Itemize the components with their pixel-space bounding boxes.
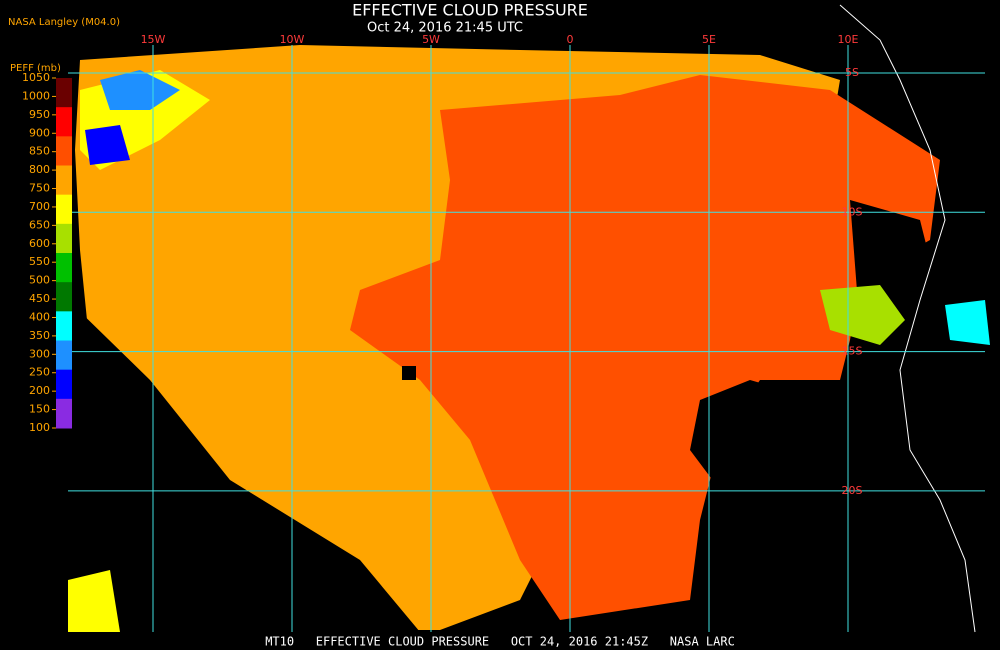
map-title: EFFECTIVE CLOUD PRESSURE <box>352 1 588 20</box>
cloud-region <box>85 125 130 165</box>
legend-tick-label: 850 <box>29 145 50 158</box>
clear-sky <box>860 330 1000 632</box>
footer: MT10 EFFECTIVE CLOUD PRESSURE OCT 24, 20… <box>265 635 735 649</box>
legend-tick-label: 500 <box>29 274 50 287</box>
legend-tick-label: 350 <box>29 329 50 342</box>
cloud-region <box>820 285 905 345</box>
latitude-label: 15S <box>842 345 863 358</box>
latitude-label: 10S <box>842 205 863 218</box>
legend-tick-label: 650 <box>29 218 50 231</box>
legend-tick-label: 450 <box>29 292 50 305</box>
legend-swatch <box>56 398 72 429</box>
legend-swatch <box>56 282 72 312</box>
legend-tick-label: 1050 <box>22 71 50 84</box>
legend-tick-label: 800 <box>29 163 50 176</box>
cloud-region <box>100 70 180 110</box>
longitude-label: 5W <box>422 33 440 46</box>
legend-tick-label: 600 <box>29 237 50 250</box>
longitude-label: 10E <box>838 33 859 46</box>
legend-tick-label: 700 <box>29 200 50 213</box>
legend-tick-label: 1000 <box>22 89 50 102</box>
cloud-region <box>350 75 940 620</box>
missing-pixel <box>402 366 416 380</box>
legend-tick-label: 200 <box>29 384 50 397</box>
latitude-label: 5S <box>845 66 859 79</box>
legend: 1050 1000 950 900 850 800 750 700 650 600 550 500 45… <box>22 71 72 434</box>
legend-tick-label: 300 <box>29 347 50 360</box>
legend-title: PEFF (mb) <box>10 63 61 74</box>
legend-swatch <box>56 253 72 283</box>
graticule: 15W 10W 5W 0 5E 10E 5S 10S 15S 20S <box>68 33 985 632</box>
legend-tick-label: 950 <box>29 108 50 121</box>
longitude-label: 0 <box>567 33 574 46</box>
latitude-label: 20S <box>842 484 863 497</box>
legend-tick-label: 550 <box>29 255 50 268</box>
credit: NASA Langley (M04.0) <box>8 17 120 28</box>
clear-sky <box>690 380 850 500</box>
legend-tick-label: 250 <box>29 366 50 379</box>
longitude-label: 15W <box>141 33 166 46</box>
longitude-label: 10W <box>280 33 305 46</box>
cloud-region <box>68 570 120 632</box>
legend-swatch <box>56 165 72 196</box>
legend-swatch <box>56 311 72 341</box>
legend-swatch <box>56 78 72 108</box>
legend-tick-label: 750 <box>29 182 50 195</box>
longitude-label: 5E <box>702 33 716 46</box>
cloud-region <box>945 300 990 345</box>
legend-tick-label: 900 <box>29 126 50 139</box>
legend-swatch <box>56 107 72 137</box>
legend-swatch <box>56 369 72 400</box>
coastline <box>839 4 976 633</box>
legend-tick-label: 150 <box>29 403 50 416</box>
legend-swatch <box>56 136 72 166</box>
clear-sky <box>68 300 420 632</box>
map-subtitle: Oct 24, 2016 21:45 UTC <box>367 21 523 36</box>
legend-swatch <box>56 194 72 225</box>
cloud-map <box>68 4 1000 633</box>
legend-swatch <box>56 340 72 371</box>
clear-sky <box>700 500 880 632</box>
legend-swatch <box>56 223 72 254</box>
legend-tick-label: 400 <box>29 310 50 323</box>
legend-tick-label: 100 <box>29 421 50 434</box>
